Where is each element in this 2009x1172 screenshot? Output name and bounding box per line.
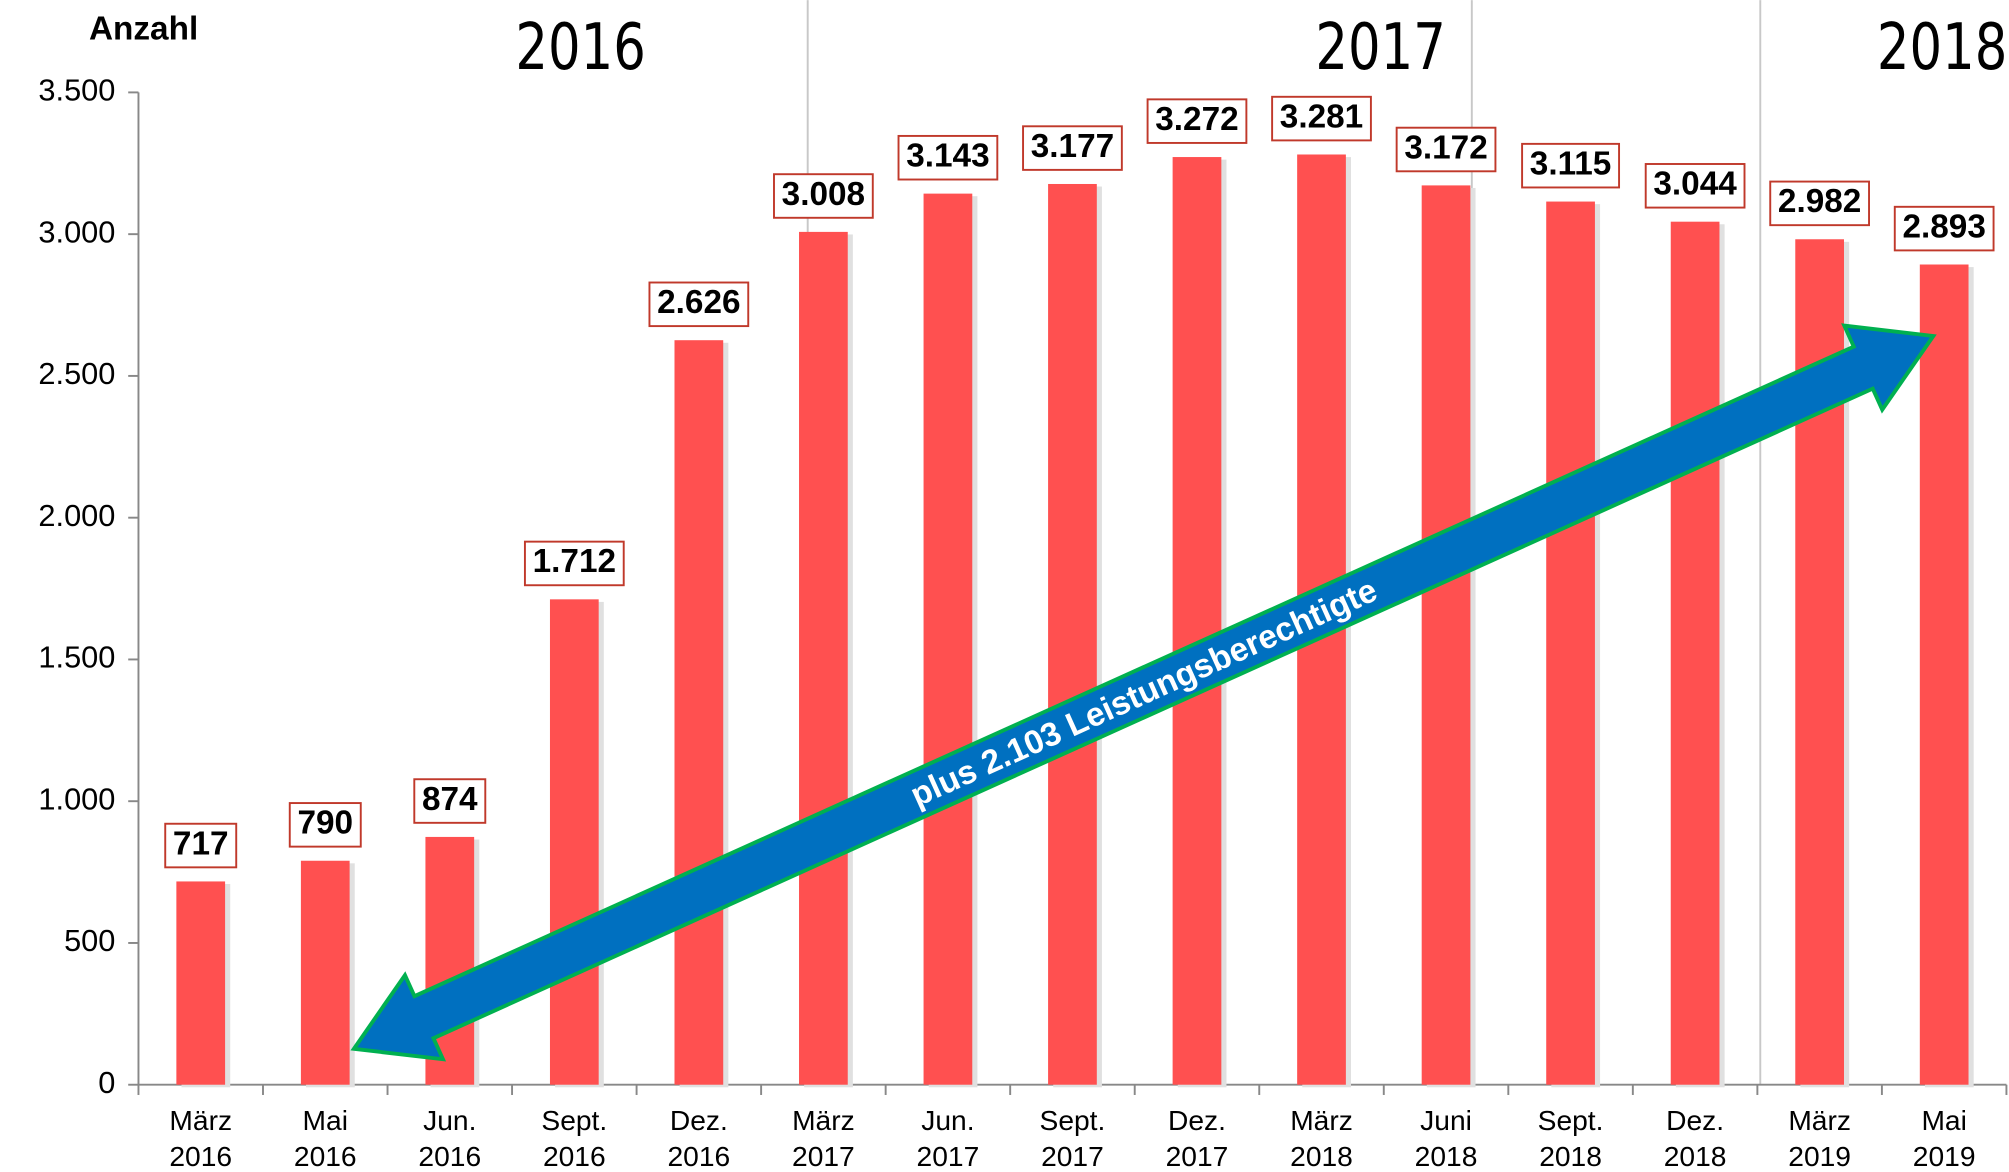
value-label: 2.626 <box>657 284 740 321</box>
value-label-group: 3.008 <box>773 173 874 219</box>
x-tick-label: März 2019 <box>1788 1105 1851 1172</box>
value-label-box <box>1395 126 1497 173</box>
bar <box>1421 185 1471 1085</box>
value-label-box <box>1146 98 1248 144</box>
value-label-box <box>1271 95 1372 142</box>
value-label-group: 3.172 <box>1395 126 1497 173</box>
y-tick-label: 1.500 <box>38 640 115 675</box>
x-tick-label: März 2016 <box>169 1105 232 1172</box>
y-tick-label: 2.500 <box>38 356 115 391</box>
x-tick-label: Dez. 2017 <box>1166 1105 1229 1172</box>
value-label-group: 874 <box>413 778 487 824</box>
x-tick-label: Sept. 2016 <box>541 1105 607 1172</box>
bar <box>674 340 724 1085</box>
value-label: 3.044 <box>1653 166 1737 203</box>
bar <box>1172 157 1222 1085</box>
year-label: 2016 <box>515 10 645 85</box>
bar <box>1546 201 1595 1085</box>
bar <box>1048 183 1097 1085</box>
value-label-group: 3.272 <box>1146 98 1248 144</box>
value-label-box <box>648 281 750 328</box>
value-label-box <box>288 802 362 848</box>
value-label: 717 <box>173 825 229 862</box>
value-label-group: 790 <box>288 802 362 848</box>
value-label-group: 2.982 <box>1769 180 1870 227</box>
x-tick-label: Jun. 2017 <box>917 1105 980 1172</box>
value-label-box <box>897 134 999 181</box>
x-tick-label: März 2017 <box>792 1105 855 1172</box>
x-tick-label: März 2018 <box>1290 1105 1353 1172</box>
value-label-box <box>1521 142 1621 189</box>
y-axis-label: Anzahl <box>89 11 198 48</box>
y-tick-label: 3.000 <box>38 214 115 249</box>
y-tick-label: 0 <box>98 1065 115 1100</box>
value-label-box <box>523 540 625 587</box>
value-label-group: 3.115 <box>1521 142 1621 189</box>
bar <box>1670 221 1720 1085</box>
value-label-group: 3.143 <box>897 134 999 181</box>
value-label: 874 <box>422 781 478 818</box>
value-label: 3.172 <box>1404 129 1487 166</box>
value-label-box <box>773 173 874 219</box>
value-label: 2.982 <box>1778 183 1861 220</box>
value-label: 3.115 <box>1530 145 1612 182</box>
bar <box>549 599 599 1085</box>
value-label-group: 2.626 <box>648 281 750 328</box>
value-label-group: 1.712 <box>523 540 625 587</box>
x-tick-label: Mai 2019 <box>1913 1105 1976 1172</box>
x-tick-label: Dez. 2016 <box>667 1105 730 1172</box>
bar <box>1919 264 1969 1085</box>
x-tick-label: Mai 2016 <box>294 1105 357 1172</box>
value-label-group: 2.893 <box>1893 205 1995 252</box>
bar <box>300 860 350 1085</box>
value-label: 790 <box>297 805 353 842</box>
value-label-box <box>1022 125 1123 171</box>
value-label: 3.177 <box>1031 128 1114 165</box>
value-label-group: 717 <box>164 822 238 869</box>
value-label-group: 3.281 <box>1271 95 1372 142</box>
x-tick-label: Juni 2018 <box>1415 1105 1478 1172</box>
y-tick-label: 3.500 <box>38 73 115 108</box>
value-label: 3.008 <box>782 176 865 213</box>
x-tick-label: Jun. 2016 <box>418 1105 481 1172</box>
value-label-box <box>1769 180 1870 227</box>
value-label-box <box>1893 205 1995 252</box>
year-label: 2017 <box>1315 10 1445 85</box>
bar <box>176 881 226 1085</box>
value-label: 3.281 <box>1280 98 1363 135</box>
value-label-box <box>164 822 238 869</box>
value-label-group: 3.177 <box>1022 125 1123 171</box>
bar <box>799 231 848 1085</box>
value-label-box <box>413 778 487 824</box>
arrow-shape <box>350 323 1937 1062</box>
value-label: 3.272 <box>1155 101 1238 138</box>
y-tick-label: 2.000 <box>38 498 115 533</box>
y-tick-label: 1.000 <box>38 781 115 816</box>
x-tick-label: Dez. 2018 <box>1664 1105 1727 1172</box>
y-tick-label: 500 <box>64 923 115 958</box>
value-label-box <box>1644 163 1746 209</box>
value-label: 2.893 <box>1902 208 1985 245</box>
x-tick-label: Sept. 2018 <box>1538 1105 1604 1172</box>
value-label: 1.712 <box>533 543 616 580</box>
bar <box>923 193 973 1085</box>
x-tick-label: Sept. 2017 <box>1040 1105 1106 1172</box>
value-label: 3.143 <box>906 138 989 175</box>
value-label-group: 3.044 <box>1644 163 1746 209</box>
year-label: 2018 <box>1877 10 2007 85</box>
